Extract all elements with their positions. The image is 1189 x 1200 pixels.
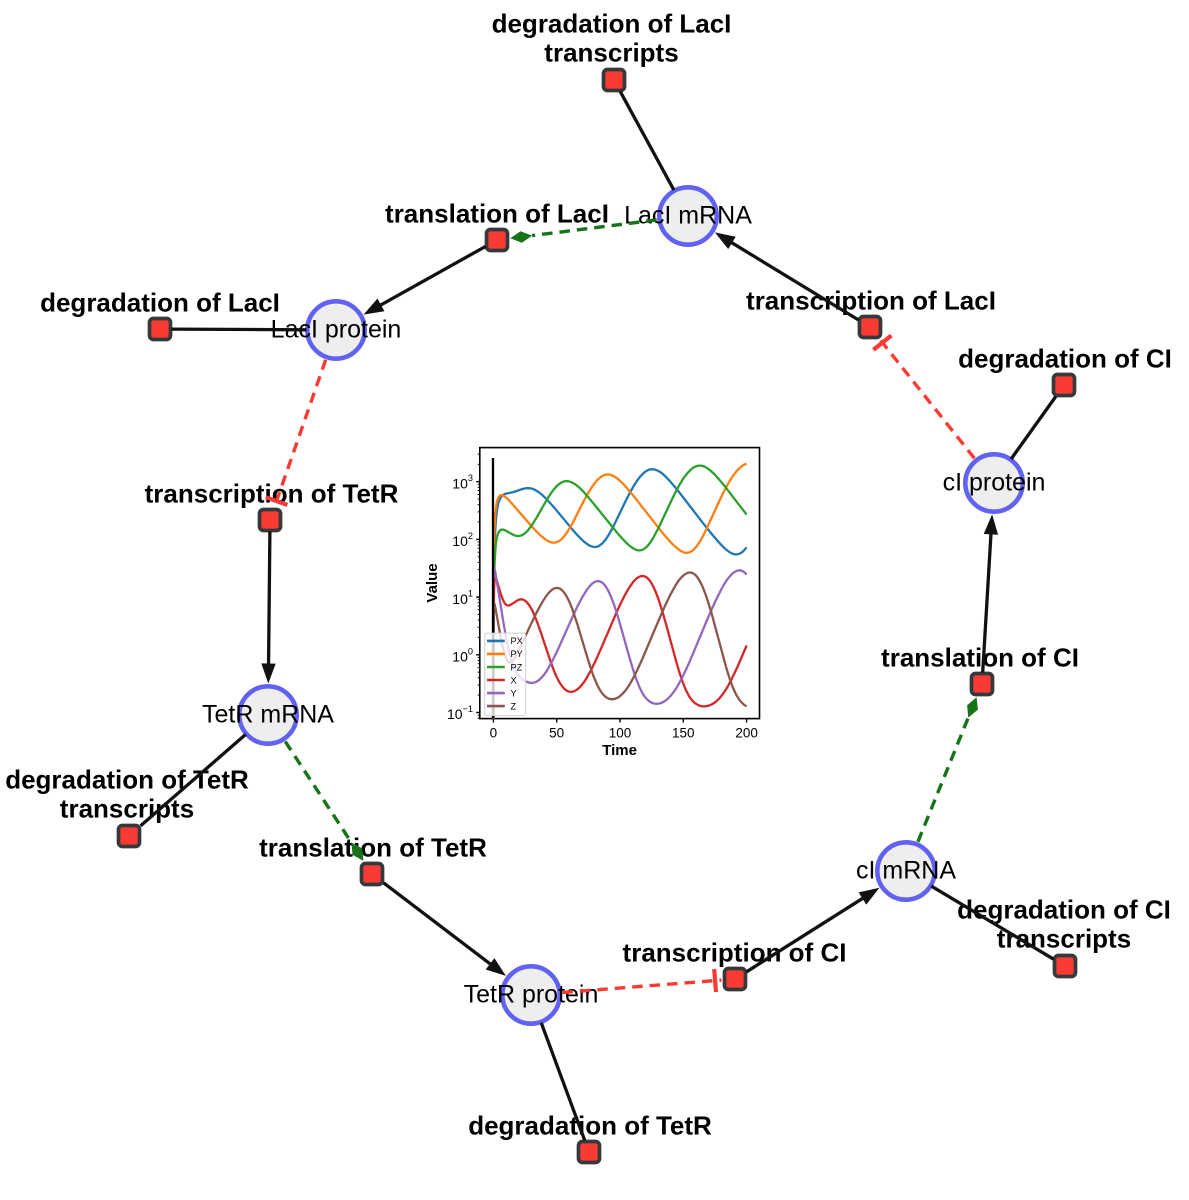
svg-text:150: 150 — [672, 725, 695, 740]
svg-text:Y: Y — [511, 688, 517, 698]
svg-text:translation of CI: translation of CI — [881, 643, 1079, 673]
svg-text:cI protein: cI protein — [943, 469, 1046, 497]
svg-text:200: 200 — [735, 725, 758, 740]
svg-text:transcription of CI: transcription of CI — [623, 938, 847, 968]
svg-text:LacI mRNA: LacI mRNA — [624, 202, 752, 230]
svg-text:Z: Z — [511, 701, 517, 711]
svg-text:transcription of TetR: transcription of TetR — [145, 479, 399, 509]
svg-text:PY: PY — [511, 649, 523, 659]
svg-text:TetR mRNA: TetR mRNA — [202, 701, 334, 729]
svg-text:degradation of TetR: degradation of TetR — [5, 765, 249, 795]
svg-text:TetR protein: TetR protein — [464, 981, 599, 1009]
svg-text:degradation of TetR: degradation of TetR — [468, 1111, 712, 1141]
svg-text:degradation of CI: degradation of CI — [958, 344, 1172, 374]
svg-text:103: 103 — [452, 473, 473, 491]
svg-text:102: 102 — [452, 531, 473, 549]
svg-text:Time: Time — [602, 742, 637, 759]
svg-text:transcription of LacI: transcription of LacI — [746, 286, 996, 316]
svg-text:100: 100 — [609, 725, 632, 740]
svg-text:0: 0 — [490, 725, 498, 740]
svg-text:translation of LacI: translation of LacI — [385, 199, 609, 229]
svg-text:100: 100 — [452, 646, 473, 664]
svg-text:50: 50 — [549, 725, 564, 740]
svg-text:PZ: PZ — [511, 662, 523, 672]
svg-text:transcripts: transcripts — [544, 38, 678, 68]
svg-text:translation of TetR: translation of TetR — [259, 833, 487, 863]
svg-text:X: X — [511, 675, 517, 685]
svg-text:Value: Value — [424, 563, 441, 602]
svg-text:cI mRNA: cI mRNA — [856, 857, 956, 885]
svg-text:101: 101 — [452, 589, 473, 607]
svg-text:PX: PX — [511, 636, 523, 646]
svg-text:degradation of LacI: degradation of LacI — [40, 288, 280, 318]
svg-text:degradation of LacI: degradation of LacI — [492, 9, 732, 39]
svg-text:degradation of CI: degradation of CI — [957, 895, 1171, 925]
